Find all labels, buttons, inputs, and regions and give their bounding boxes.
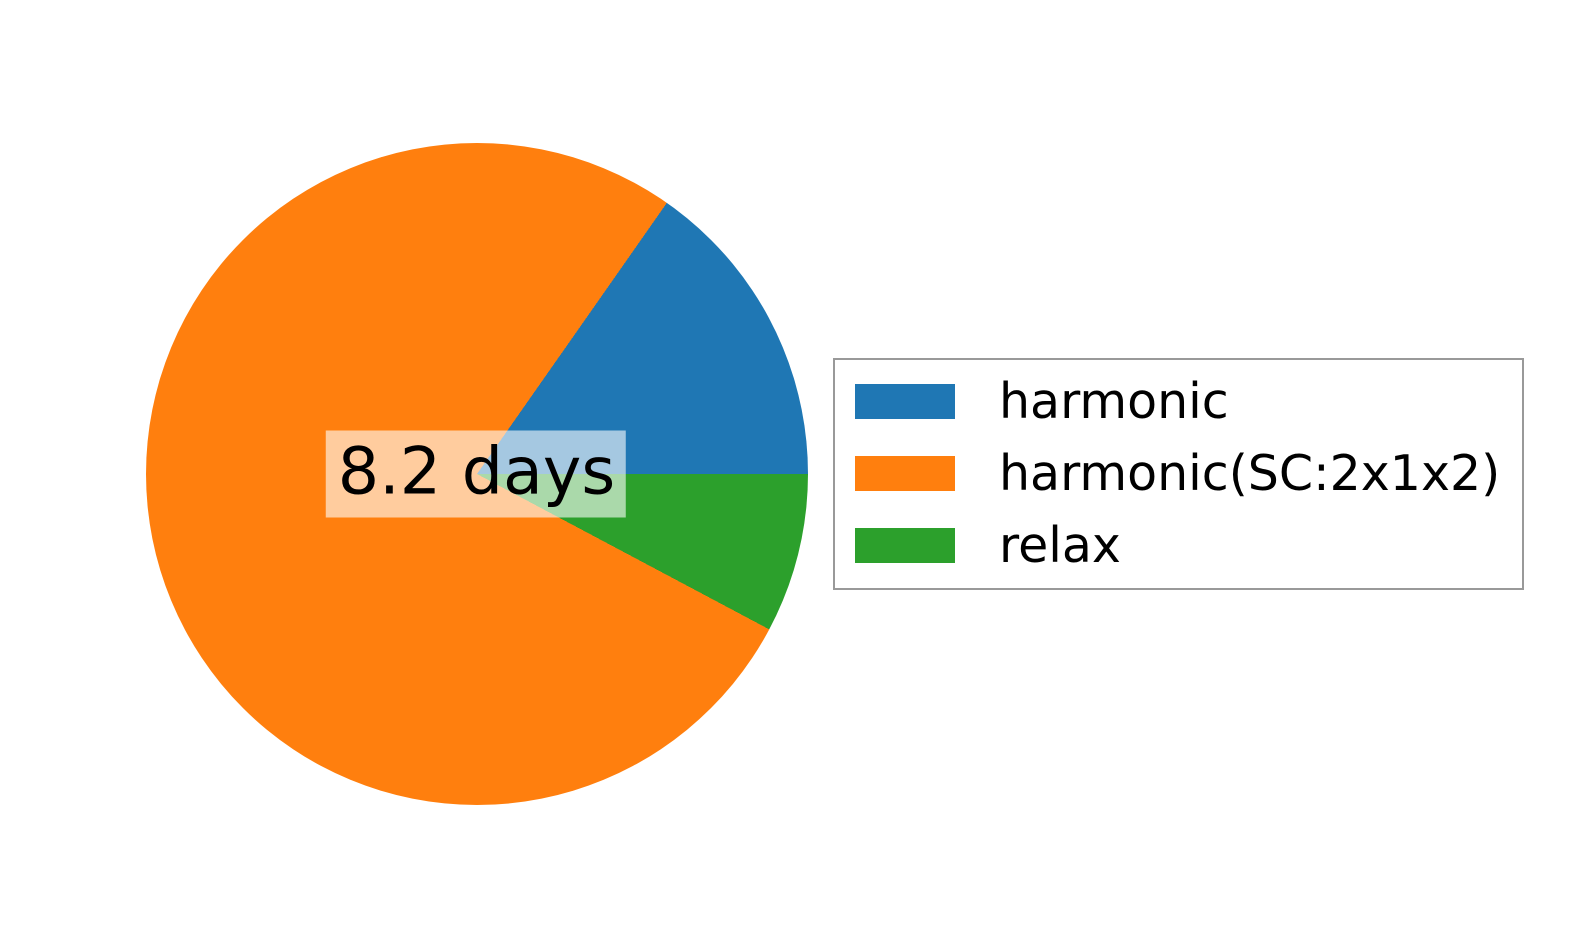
legend-label-relax: relax	[999, 516, 1121, 574]
legend-swatch-harmonic-sc	[855, 455, 955, 491]
pie-center-label: 8.2 days	[325, 430, 627, 518]
legend-swatch-harmonic	[855, 383, 955, 419]
legend-entry-relax: relax	[855, 520, 1504, 570]
legend-entry-harmonic-sc: harmonic(SC:2x1x2)	[855, 448, 1504, 498]
legend-swatch-relax	[855, 527, 955, 563]
legend-label-harmonic-sc: harmonic(SC:2x1x2)	[999, 444, 1501, 502]
legend-label-harmonic: harmonic	[999, 372, 1229, 430]
legend-box: harmonic harmonic(SC:2x1x2) relax	[833, 358, 1524, 590]
legend-entry-harmonic: harmonic	[855, 376, 1504, 426]
